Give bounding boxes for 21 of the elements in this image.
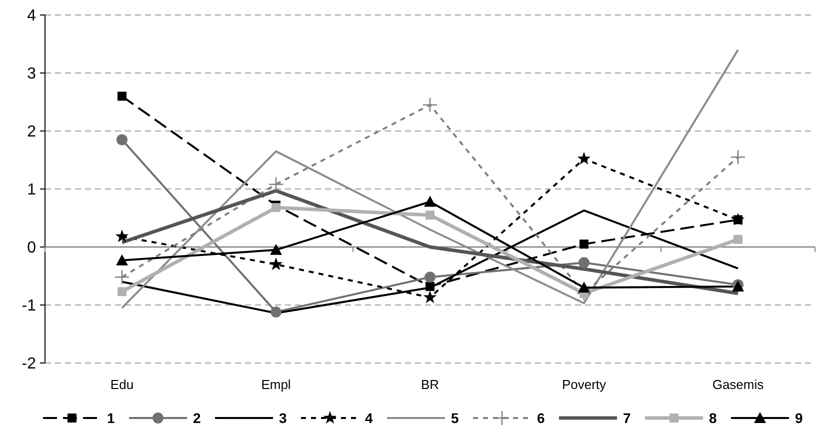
y-tick-label: 0	[27, 240, 36, 257]
legend-label: 6	[537, 410, 545, 426]
y-tick-label: -1	[22, 298, 36, 315]
y-tick-label: 4	[27, 8, 36, 25]
x-tick-label: Poverty	[562, 377, 607, 392]
x-tick-label: BR	[420, 377, 440, 392]
y-tick-label: 3	[27, 66, 36, 83]
legend-label: 4	[365, 410, 373, 426]
legend-label: 8	[709, 410, 717, 426]
x-tick-label: Gasemis	[712, 377, 764, 392]
legend-label: 9	[795, 410, 803, 426]
legend-label: 5	[451, 410, 459, 426]
legend-label: 3	[279, 410, 287, 426]
y-tick-label: 2	[27, 124, 36, 141]
y-tick-label: -2	[22, 356, 36, 373]
legend-label: 7	[623, 410, 631, 426]
y-tick-label: 1	[27, 182, 36, 199]
x-tick-label: Empl	[261, 377, 291, 392]
legend-label: 1	[107, 410, 115, 426]
legend-label: 2	[193, 410, 201, 426]
x-tick-label: Edu	[110, 377, 134, 392]
